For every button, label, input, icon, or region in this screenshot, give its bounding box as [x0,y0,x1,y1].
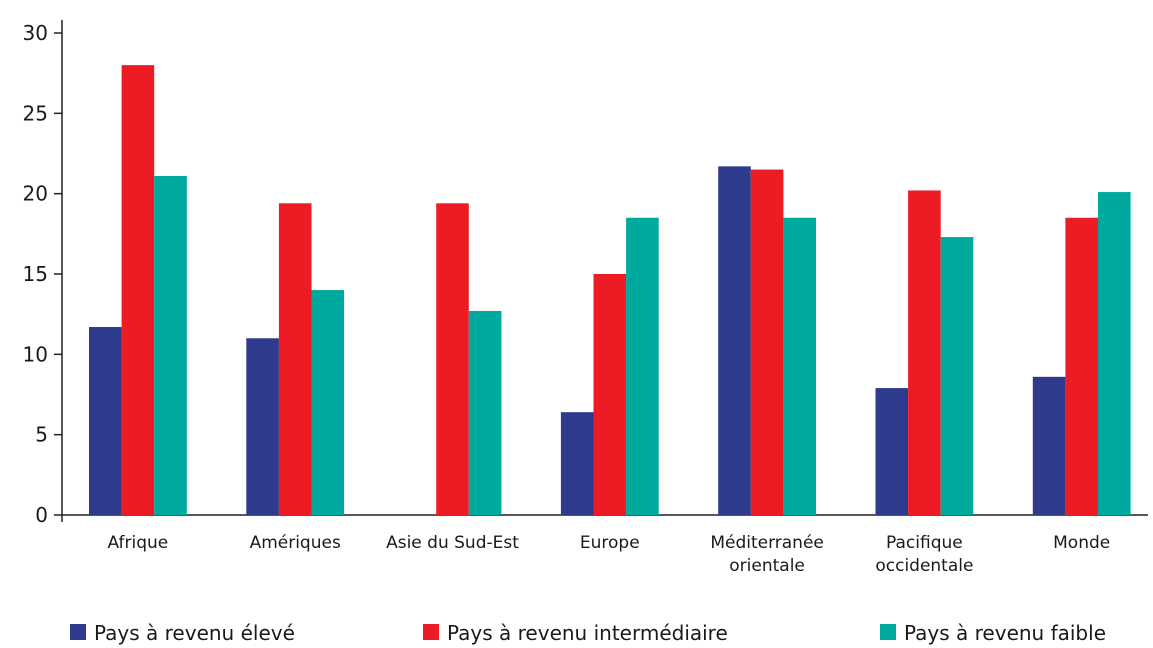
bar [593,274,627,515]
bar [1065,217,1098,515]
bar [468,310,502,515]
y-tick-label: 15 [23,262,48,286]
category-label: Europe [580,533,640,553]
bar [750,169,784,516]
bar [875,388,909,515]
y-tick-label: 5 [35,423,48,447]
legend-label: Pays à revenu faible [904,621,1106,645]
y-axis: 0 5 10 15 20 25 30 [23,20,63,527]
bar [1098,192,1131,515]
y-tick-label: 25 [23,101,48,125]
category-label: Amériques [250,533,341,553]
legend: Pays à revenu élevé Pays à revenu intermé… [70,621,1106,645]
bar [311,290,345,515]
bar [121,65,155,515]
legend-swatch [423,624,439,640]
category-label: Afrique [108,533,169,553]
category-label: Asie du Sud-Est [386,533,519,553]
bar [1032,376,1066,515]
bar [246,338,279,515]
y-tick-label: 30 [23,21,48,45]
bar [89,327,122,515]
category-label: Pacifique [886,533,963,553]
bar [154,175,187,515]
category-label: orientale [729,556,805,576]
bars [89,65,1131,516]
legend-label: Pays à revenu élevé [94,621,295,645]
y-tick-label: 20 [23,182,48,206]
legend-swatch [880,624,896,640]
bar [783,217,816,515]
bar [436,203,469,515]
category-label: occidentale [875,556,973,576]
category-label: Monde [1053,533,1110,553]
bar [908,190,941,515]
category-label: Méditerranée [710,533,824,553]
category-labels: Afrique Amériques Asie du Sud-Est Europe Méd… [108,533,1111,576]
y-tick-label: 0 [35,503,48,527]
y-tick-label: 10 [23,342,48,366]
bar [278,203,312,515]
bar [626,217,659,515]
legend-swatch [70,624,86,640]
bar [560,412,594,515]
bar [718,166,751,515]
bar [940,237,974,515]
legend-label: Pays à revenu intermédiaire [447,621,728,645]
